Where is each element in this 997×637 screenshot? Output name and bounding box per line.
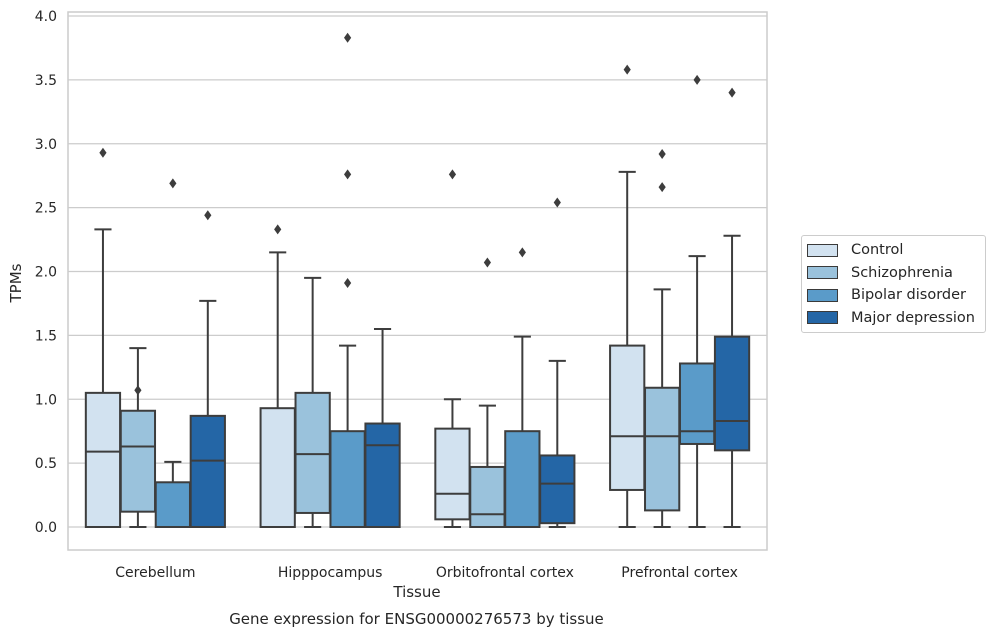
iqr-box	[609, 344, 646, 491]
legend: Control Schizophrenia Bipolar disorder Majo…	[801, 235, 986, 333]
iqr-box	[329, 430, 366, 528]
y-tick-label: 1.5	[35, 328, 57, 344]
x-tick-label: Prefrontal cortex	[621, 565, 738, 581]
iqr-box	[364, 422, 401, 528]
box-major-depression	[539, 197, 576, 528]
outlier-point	[623, 64, 631, 75]
legend-swatch	[807, 311, 838, 325]
outlier-point	[693, 74, 701, 85]
plot-frame	[67, 11, 768, 551]
iqr-box	[259, 407, 296, 529]
x-tick-label: Orbitofrontal cortex	[436, 565, 574, 581]
iqr-box	[189, 414, 226, 529]
grid-lines	[68, 15, 767, 528]
legend-swatch	[807, 243, 838, 257]
outlier-point	[483, 257, 491, 268]
outlier-point	[553, 197, 561, 208]
box-major-depression	[713, 87, 751, 528]
y-axis-label: TPMs	[7, 263, 25, 303]
box-schizophrenia	[119, 347, 157, 528]
iqr-box	[644, 386, 681, 512]
iqr-box	[154, 481, 191, 529]
chart-caption: Gene expression for ENSG00000276573 by t…	[229, 610, 604, 628]
box-control	[84, 147, 122, 528]
box-schizophrenia	[644, 148, 681, 528]
y-tick-label: 0.5	[35, 456, 57, 472]
box-schizophrenia	[469, 257, 506, 528]
box-bipolar-disorder	[504, 247, 541, 528]
outlier-point	[134, 385, 142, 396]
box-major-depression	[189, 210, 226, 529]
y-tick-label: 2.5	[35, 201, 57, 217]
box-bipolar-disorder	[154, 178, 191, 529]
box-marks	[84, 32, 751, 529]
box-control	[609, 64, 646, 528]
box-control	[434, 169, 471, 528]
x-tick-label: Hipppocampus	[278, 565, 383, 581]
legend-item: Schizophrenia	[802, 262, 985, 285]
y-tick-label: 3.0	[35, 137, 57, 153]
legend-label: Control	[851, 242, 904, 259]
legend-swatch	[807, 266, 838, 280]
y-tick-label: 4.0	[35, 9, 57, 25]
outlier-point	[169, 178, 177, 189]
iqr-box	[504, 430, 541, 528]
y-axis-ticks: 0.0 0.5 1.0 1.5 2.0 2.5 3.0 3.5 4.0	[35, 9, 57, 536]
x-axis-ticks: Cerebellum Hipppocampus Orbitofrontal cort…	[115, 565, 738, 581]
legend-item: Control	[802, 239, 985, 262]
legend-label: Bipolar disorder	[851, 287, 966, 304]
box-control	[259, 224, 296, 529]
iqr-box	[294, 391, 331, 514]
outlier-point	[99, 147, 107, 158]
iqr-box	[539, 454, 576, 525]
outlier-point	[658, 182, 666, 193]
outlier-point	[344, 277, 352, 288]
outlier-point	[344, 169, 352, 180]
legend-item: Major depression	[802, 307, 985, 330]
outlier-point	[728, 87, 736, 98]
box-bipolar-disorder	[678, 74, 716, 528]
iqr-box	[434, 427, 471, 521]
y-tick-label: 0.0	[35, 520, 57, 536]
box-major-depression	[364, 327, 401, 528]
legend-swatch	[807, 288, 838, 302]
legend-label: Schizophrenia	[851, 264, 953, 281]
box-schizophrenia	[294, 276, 331, 528]
iqr-box	[469, 465, 506, 528]
y-tick-label: 1.0	[35, 392, 57, 408]
outlier-point	[518, 247, 526, 258]
x-tick-label: Cerebellum	[115, 565, 195, 581]
iqr-box	[713, 335, 751, 452]
y-tick-label: 2.0	[35, 265, 57, 281]
iqr-box	[119, 409, 157, 513]
box-bipolar-disorder	[329, 32, 366, 528]
y-tick-label: 3.5	[35, 73, 57, 89]
x-axis-label: Tissue	[392, 583, 440, 601]
outlier-point	[658, 148, 666, 159]
iqr-box	[84, 391, 122, 528]
outlier-point	[448, 169, 457, 180]
outlier-point	[344, 32, 352, 43]
legend-item: Bipolar disorder	[802, 284, 985, 307]
outlier-point	[204, 210, 212, 221]
legend-label: Major depression	[851, 309, 975, 326]
outlier-point	[274, 224, 282, 235]
